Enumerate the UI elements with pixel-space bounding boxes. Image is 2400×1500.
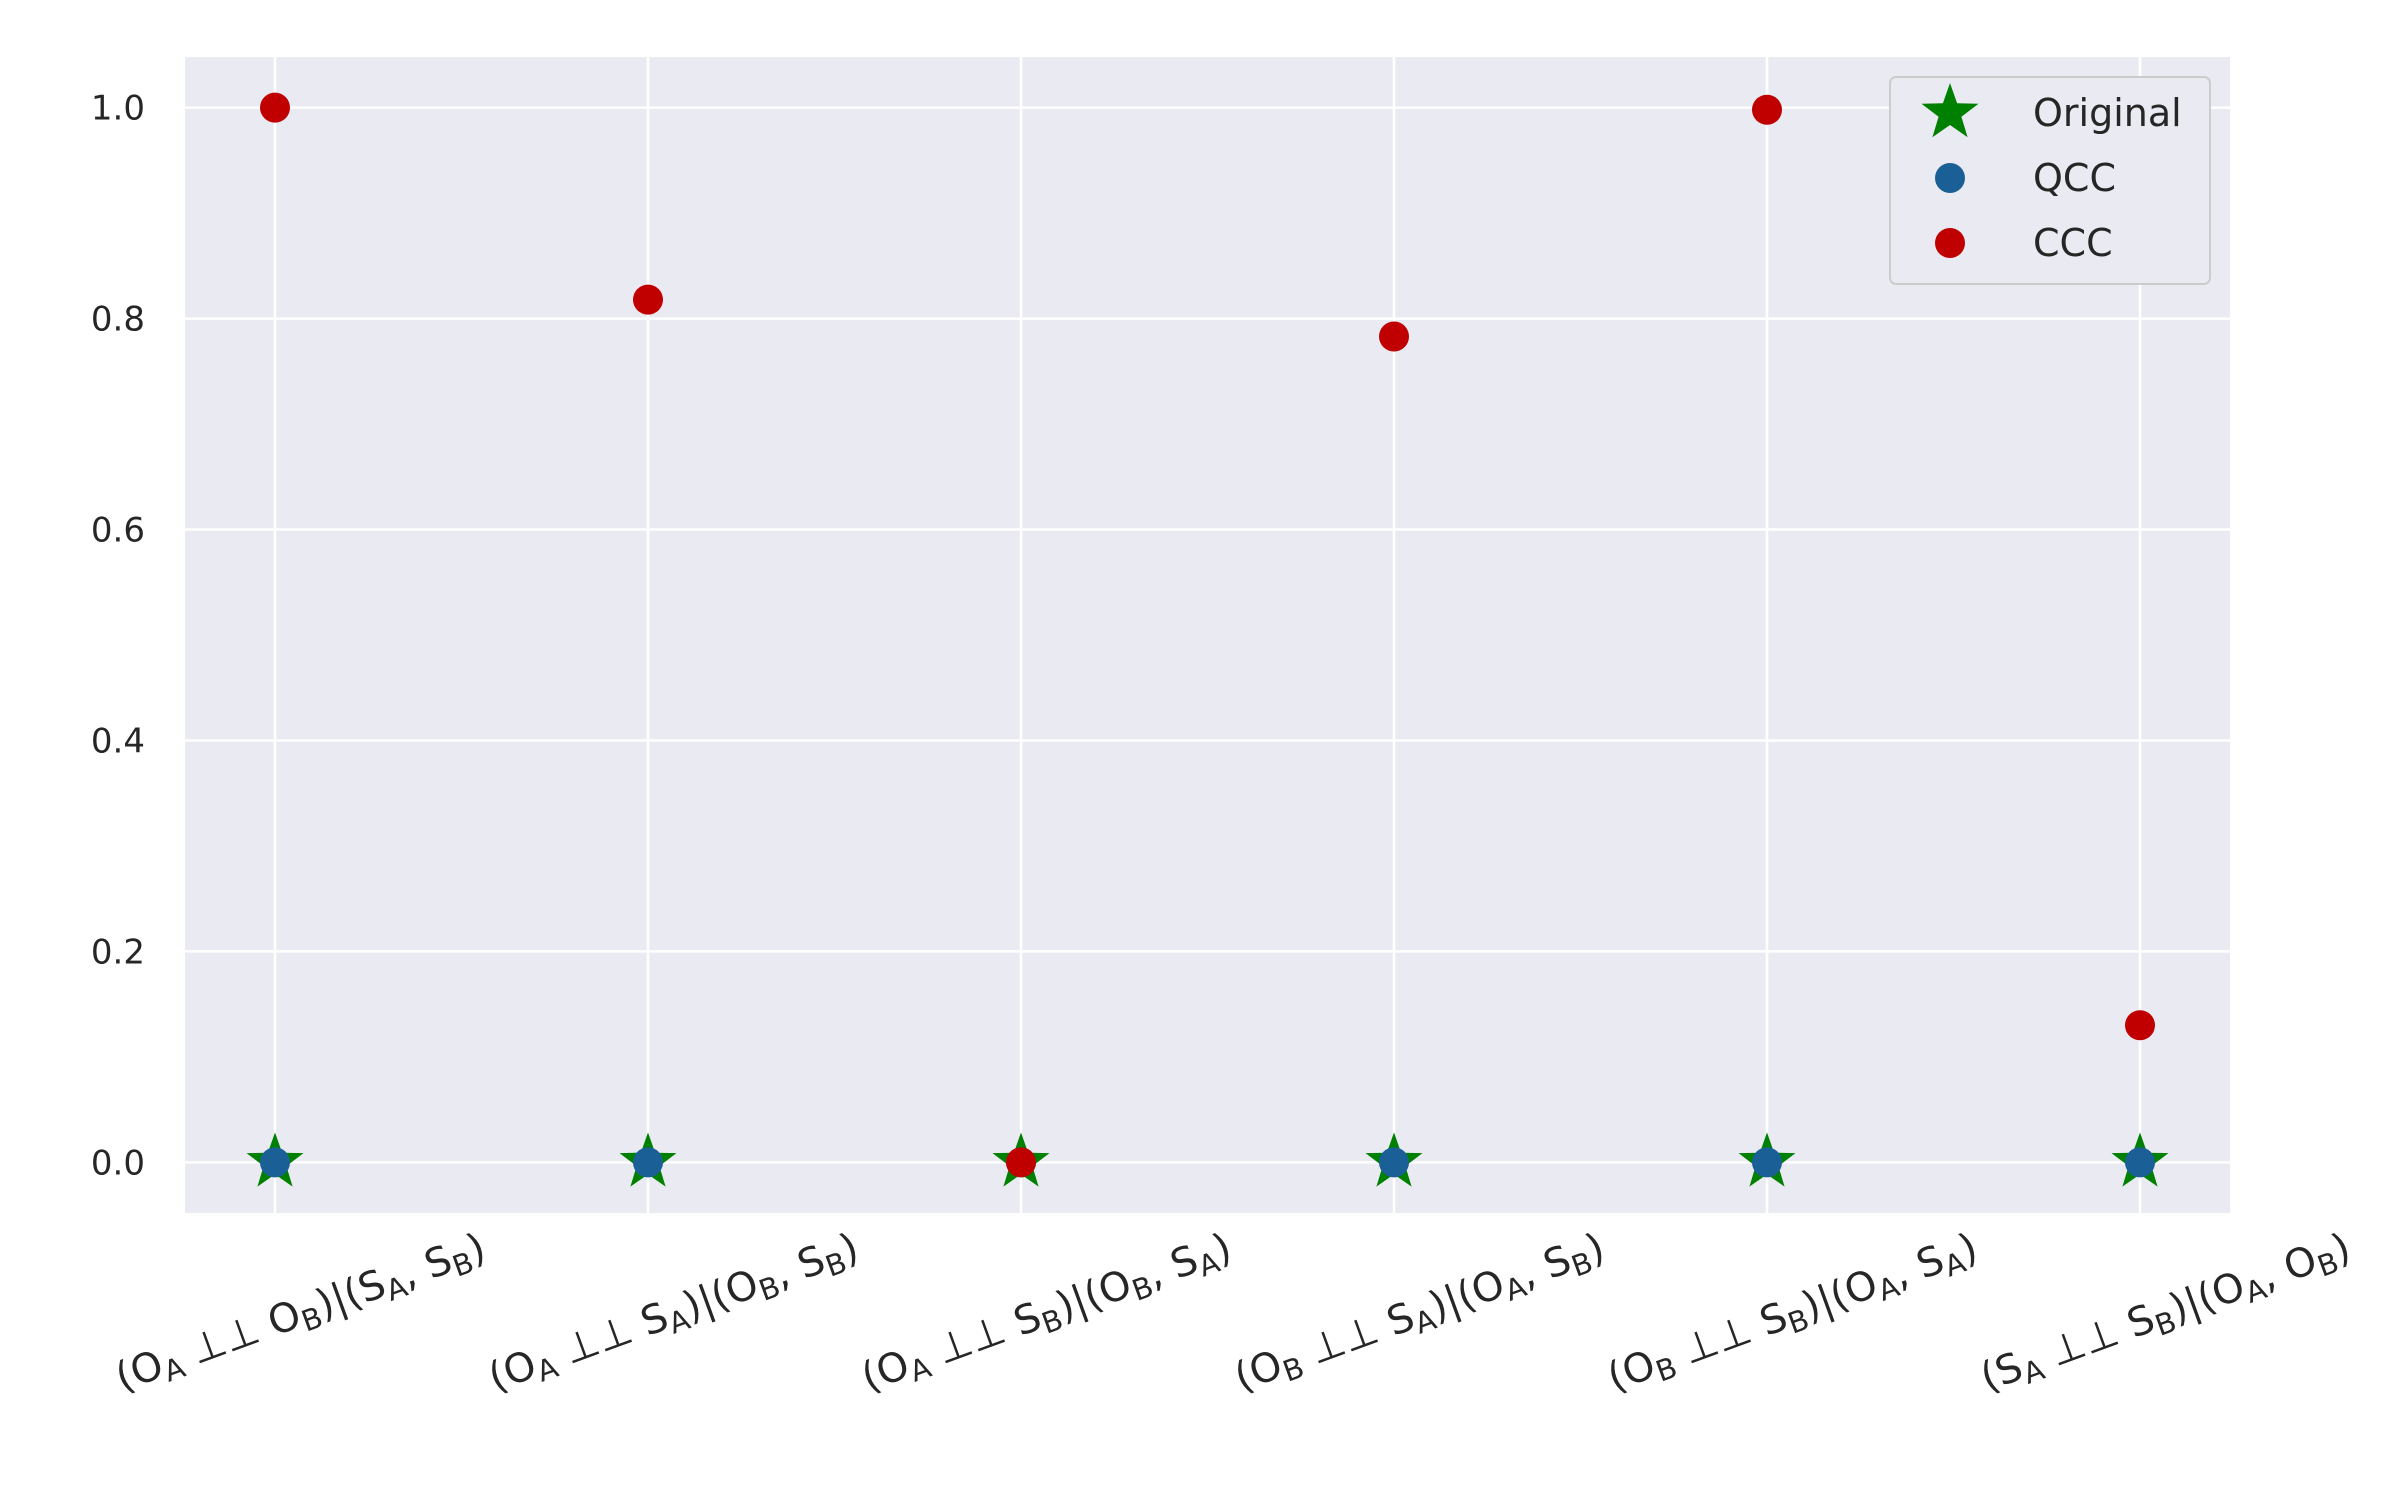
legend-box	[1889, 76, 2211, 285]
x-tick-label: (OA ⊥⊥ SB)|(OB, SA)	[856, 1225, 1239, 1405]
y-tick-label: 0.8	[91, 300, 145, 340]
y-tick-label: 0.0	[91, 1143, 145, 1183]
legend-circle-icon	[1935, 228, 1965, 258]
qcc-point	[2125, 1147, 2155, 1178]
ccc-point	[1006, 1147, 1036, 1178]
legend-circle-icon	[1935, 163, 1965, 193]
x-tick-label: (OB ⊥⊥ SB)|(OA, SA)	[1602, 1225, 1985, 1405]
ccc-point	[2125, 1010, 2155, 1041]
ccc-point	[1752, 94, 1782, 125]
y-tick-label: 0.6	[91, 511, 145, 551]
qcc-point	[1379, 1147, 1409, 1178]
qcc-point	[260, 1147, 290, 1178]
legend: Original QCC CCC	[1889, 76, 2211, 285]
x-tick-label: (SA ⊥⊥ SB)|(OA, OB)	[1975, 1225, 2358, 1405]
data-points	[246, 92, 2169, 1187]
qcc-point	[1752, 1147, 1782, 1178]
y-tick-label: 1.0	[91, 89, 145, 129]
y-axis-ticks: 0.0 0.2 0.4 0.6 0.8 1.0	[91, 89, 145, 1184]
legend-label: Original	[2033, 91, 2182, 135]
y-tick-label: 0.4	[91, 721, 145, 761]
legend-label: QCC	[2033, 156, 2116, 200]
x-tick-label: (OA ⊥⊥ SA)|(OB, SB)	[483, 1225, 866, 1405]
grid-lines	[185, 57, 2230, 1213]
qcc-point	[633, 1147, 663, 1178]
x-tick-label: (OA ⊥⊥ OB)|(SA, SB)	[110, 1225, 493, 1405]
ccc-point	[260, 92, 290, 123]
ccc-point	[1379, 321, 1409, 352]
legend-label: CCC	[2033, 221, 2113, 265]
legend-star-icon	[1921, 83, 1979, 138]
y-tick-label: 0.2	[91, 932, 145, 972]
x-tick-label: (OB ⊥⊥ SA)|(OA, SB)	[1229, 1225, 1612, 1405]
ccc-point	[633, 284, 663, 315]
x-axis-ticks: (OA ⊥⊥ OB)|(SA, SB)(OA ⊥⊥ SA)|(OB, SB)(O…	[110, 1225, 2358, 1405]
